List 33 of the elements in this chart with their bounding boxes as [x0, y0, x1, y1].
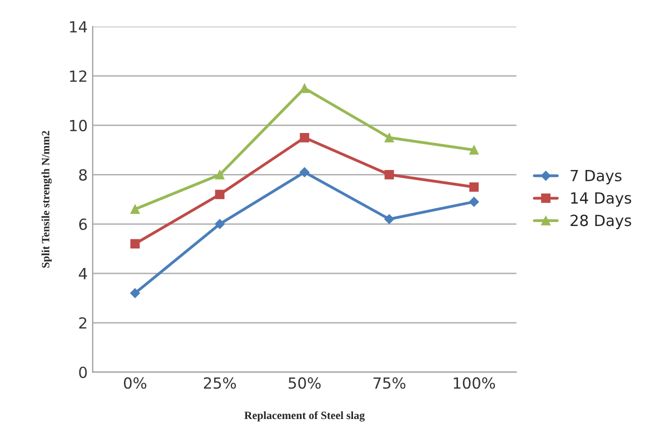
- y-tick-label: 6: [79, 218, 87, 230]
- y-tick-label: 0: [79, 366, 87, 378]
- x-tick-label: 100%: [454, 377, 495, 389]
- point: [300, 132, 310, 142]
- point: [215, 190, 224, 200]
- y-tick-label: 12: [70, 70, 86, 82]
- y-tick-label: 10: [70, 120, 87, 132]
- point: [469, 145, 479, 155]
- x-tick-label: 75%: [374, 377, 406, 389]
- point: [384, 214, 394, 224]
- y-tick-label: 8: [79, 169, 87, 181]
- y-tick-label: 14: [70, 21, 87, 32]
- legend-label: 28 Days: [570, 214, 632, 230]
- point: [384, 170, 394, 180]
- x-tick-label: 25%: [204, 377, 236, 389]
- x-axis-title: Replacement of Steel slag: [244, 411, 365, 422]
- point: [469, 182, 479, 192]
- point: [130, 288, 140, 298]
- y-tick-label: 4: [78, 268, 87, 280]
- y-tick-label: 2: [79, 317, 86, 329]
- point: [469, 196, 479, 207]
- legend-label: 7 Days: [570, 170, 622, 184]
- point: [130, 204, 140, 214]
- point: [300, 167, 310, 178]
- point: [215, 170, 224, 180]
- y-axis-title: Split Tensile strength N/mm2: [42, 130, 52, 268]
- point: [130, 239, 140, 248]
- point: [384, 132, 394, 142]
- point: [214, 219, 225, 229]
- point: [300, 84, 310, 93]
- x-tick-label: 50%: [288, 377, 321, 389]
- x-tick-label: 0%: [124, 377, 146, 389]
- legend-label: 14 Days: [571, 192, 632, 207]
